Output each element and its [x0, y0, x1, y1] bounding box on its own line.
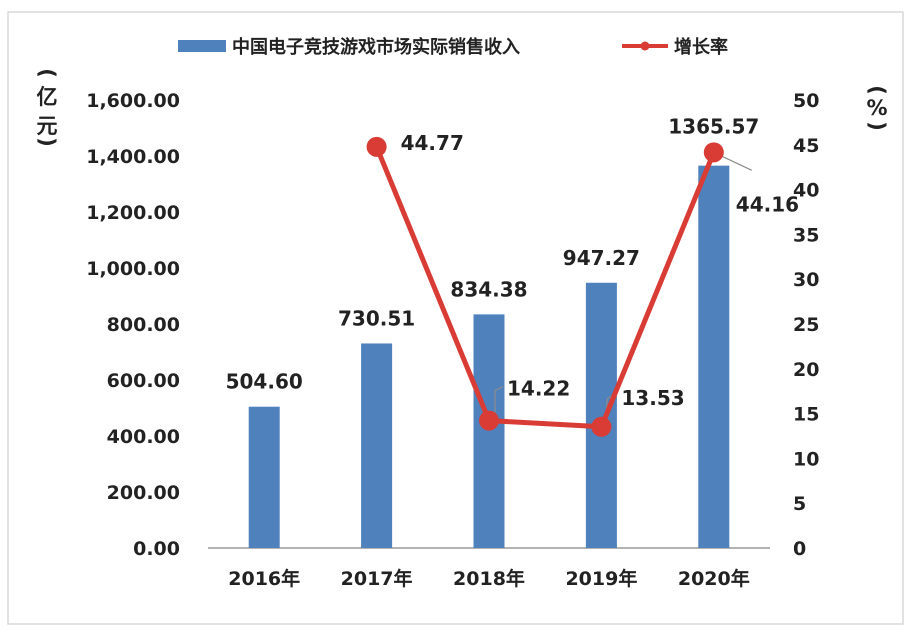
- y-right-tick-label: 50: [793, 90, 819, 112]
- legend-label-bar: 中国电子竞技游戏市场实际销售收入: [232, 36, 520, 58]
- bar-data-label: 730.51: [338, 306, 415, 330]
- line-data-labels: 44.77 14.22 13.53 44.16: [401, 131, 799, 410]
- x-axis-category-label: 2016年: [228, 567, 300, 590]
- y-right-unit-char: (: [865, 85, 889, 95]
- bar-series: [248, 165, 730, 549]
- leader-line: [494, 386, 504, 418]
- y-left-tick-label: 800.00: [107, 314, 180, 336]
- legend-swatch-marker: [640, 41, 650, 51]
- y-left-tick-label: 1,600.00: [86, 90, 180, 112]
- growth-rate-point: [479, 410, 499, 431]
- y-right-tick-label: 40: [793, 180, 819, 202]
- y-right-unit-char: ): [865, 121, 889, 131]
- y-left-unit-char: ): [35, 137, 59, 147]
- legend: 中国电子竞技游戏市场实际销售收入 增长率: [178, 36, 728, 58]
- y-right-tick-label: 15: [793, 404, 819, 426]
- bar: [361, 343, 393, 548]
- y-left-tick-label: 600.00: [107, 370, 180, 392]
- y-right-tick-label: 5: [793, 493, 806, 515]
- y-left-unit-char: 亿: [37, 85, 58, 109]
- bar-data-label: 834.38: [450, 277, 527, 301]
- bar: [585, 282, 617, 548]
- bar: [698, 165, 730, 549]
- line-data-label: 44.16: [736, 192, 799, 216]
- legend-label-line: 增长率: [674, 36, 728, 58]
- bar: [248, 406, 280, 548]
- growth-rate-point: [591, 416, 612, 437]
- line-series: [366, 136, 724, 437]
- x-axis-category-label: 2019年: [565, 567, 637, 590]
- bar-data-label: 504.60: [226, 370, 303, 394]
- bar: [473, 314, 505, 548]
- growth-rate-line: [374, 145, 717, 430]
- y-left-tick-label: 200.00: [107, 482, 180, 504]
- y-left-tick-label: 0.00: [133, 538, 180, 560]
- growth-rate-point: [366, 136, 387, 157]
- y-left-unit-char: 元: [37, 114, 58, 138]
- x-axis-category-label: 2020年: [678, 567, 750, 590]
- y-right-axis: 0 5 10 15 20 25 30 35 40 45 50: [793, 90, 819, 560]
- growth-rate-point: [703, 142, 724, 163]
- y-left-tick-label: 400.00: [107, 426, 180, 448]
- line-data-label: 14.22: [507, 377, 570, 401]
- y-right-tick-label: 10: [793, 448, 819, 470]
- y-right-tick-label: 25: [793, 314, 819, 336]
- y-right-tick-label: 45: [793, 135, 819, 157]
- bar-data-label: 947.27: [563, 246, 640, 270]
- line-data-label: 44.77: [401, 131, 464, 155]
- y-right-unit-char: %: [866, 96, 887, 120]
- y-left-axis: 0.00 200.00 400.00 600.00 800.00 1,000.00 1,20…: [86, 90, 180, 560]
- x-axis-category-label: 2018年: [453, 567, 525, 590]
- y-left-unit-label: ( 亿元): [35, 68, 59, 147]
- chart-border: [7, 11, 904, 625]
- x-axis-categories: 2016年 2017年 2018年 2019年 2020年: [228, 567, 749, 590]
- line-data-label: 13.53: [621, 386, 684, 410]
- y-right-tick-label: 20: [793, 359, 819, 381]
- y-right-tick-label: 35: [793, 224, 819, 246]
- y-left-tick-label: 1,200.00: [86, 202, 180, 224]
- y-left-tick-label: 1,000.00: [86, 258, 180, 280]
- y-right-tick-label: 0: [793, 538, 806, 560]
- legend-swatch-bar: [178, 40, 226, 52]
- bar-data-labels: 504.60 730.51 834.38 947.27 1365.57: [226, 115, 760, 394]
- bar-data-label: 1365.57: [668, 115, 759, 139]
- y-right-tick-label: 30: [793, 269, 819, 291]
- x-axis-category-label: 2017年: [341, 567, 413, 590]
- y-right-unit-label: (%): [865, 85, 889, 131]
- y-left-unit-char: (: [35, 68, 59, 78]
- leader-line: [717, 153, 753, 171]
- y-left-tick-label: 1,400.00: [86, 146, 180, 168]
